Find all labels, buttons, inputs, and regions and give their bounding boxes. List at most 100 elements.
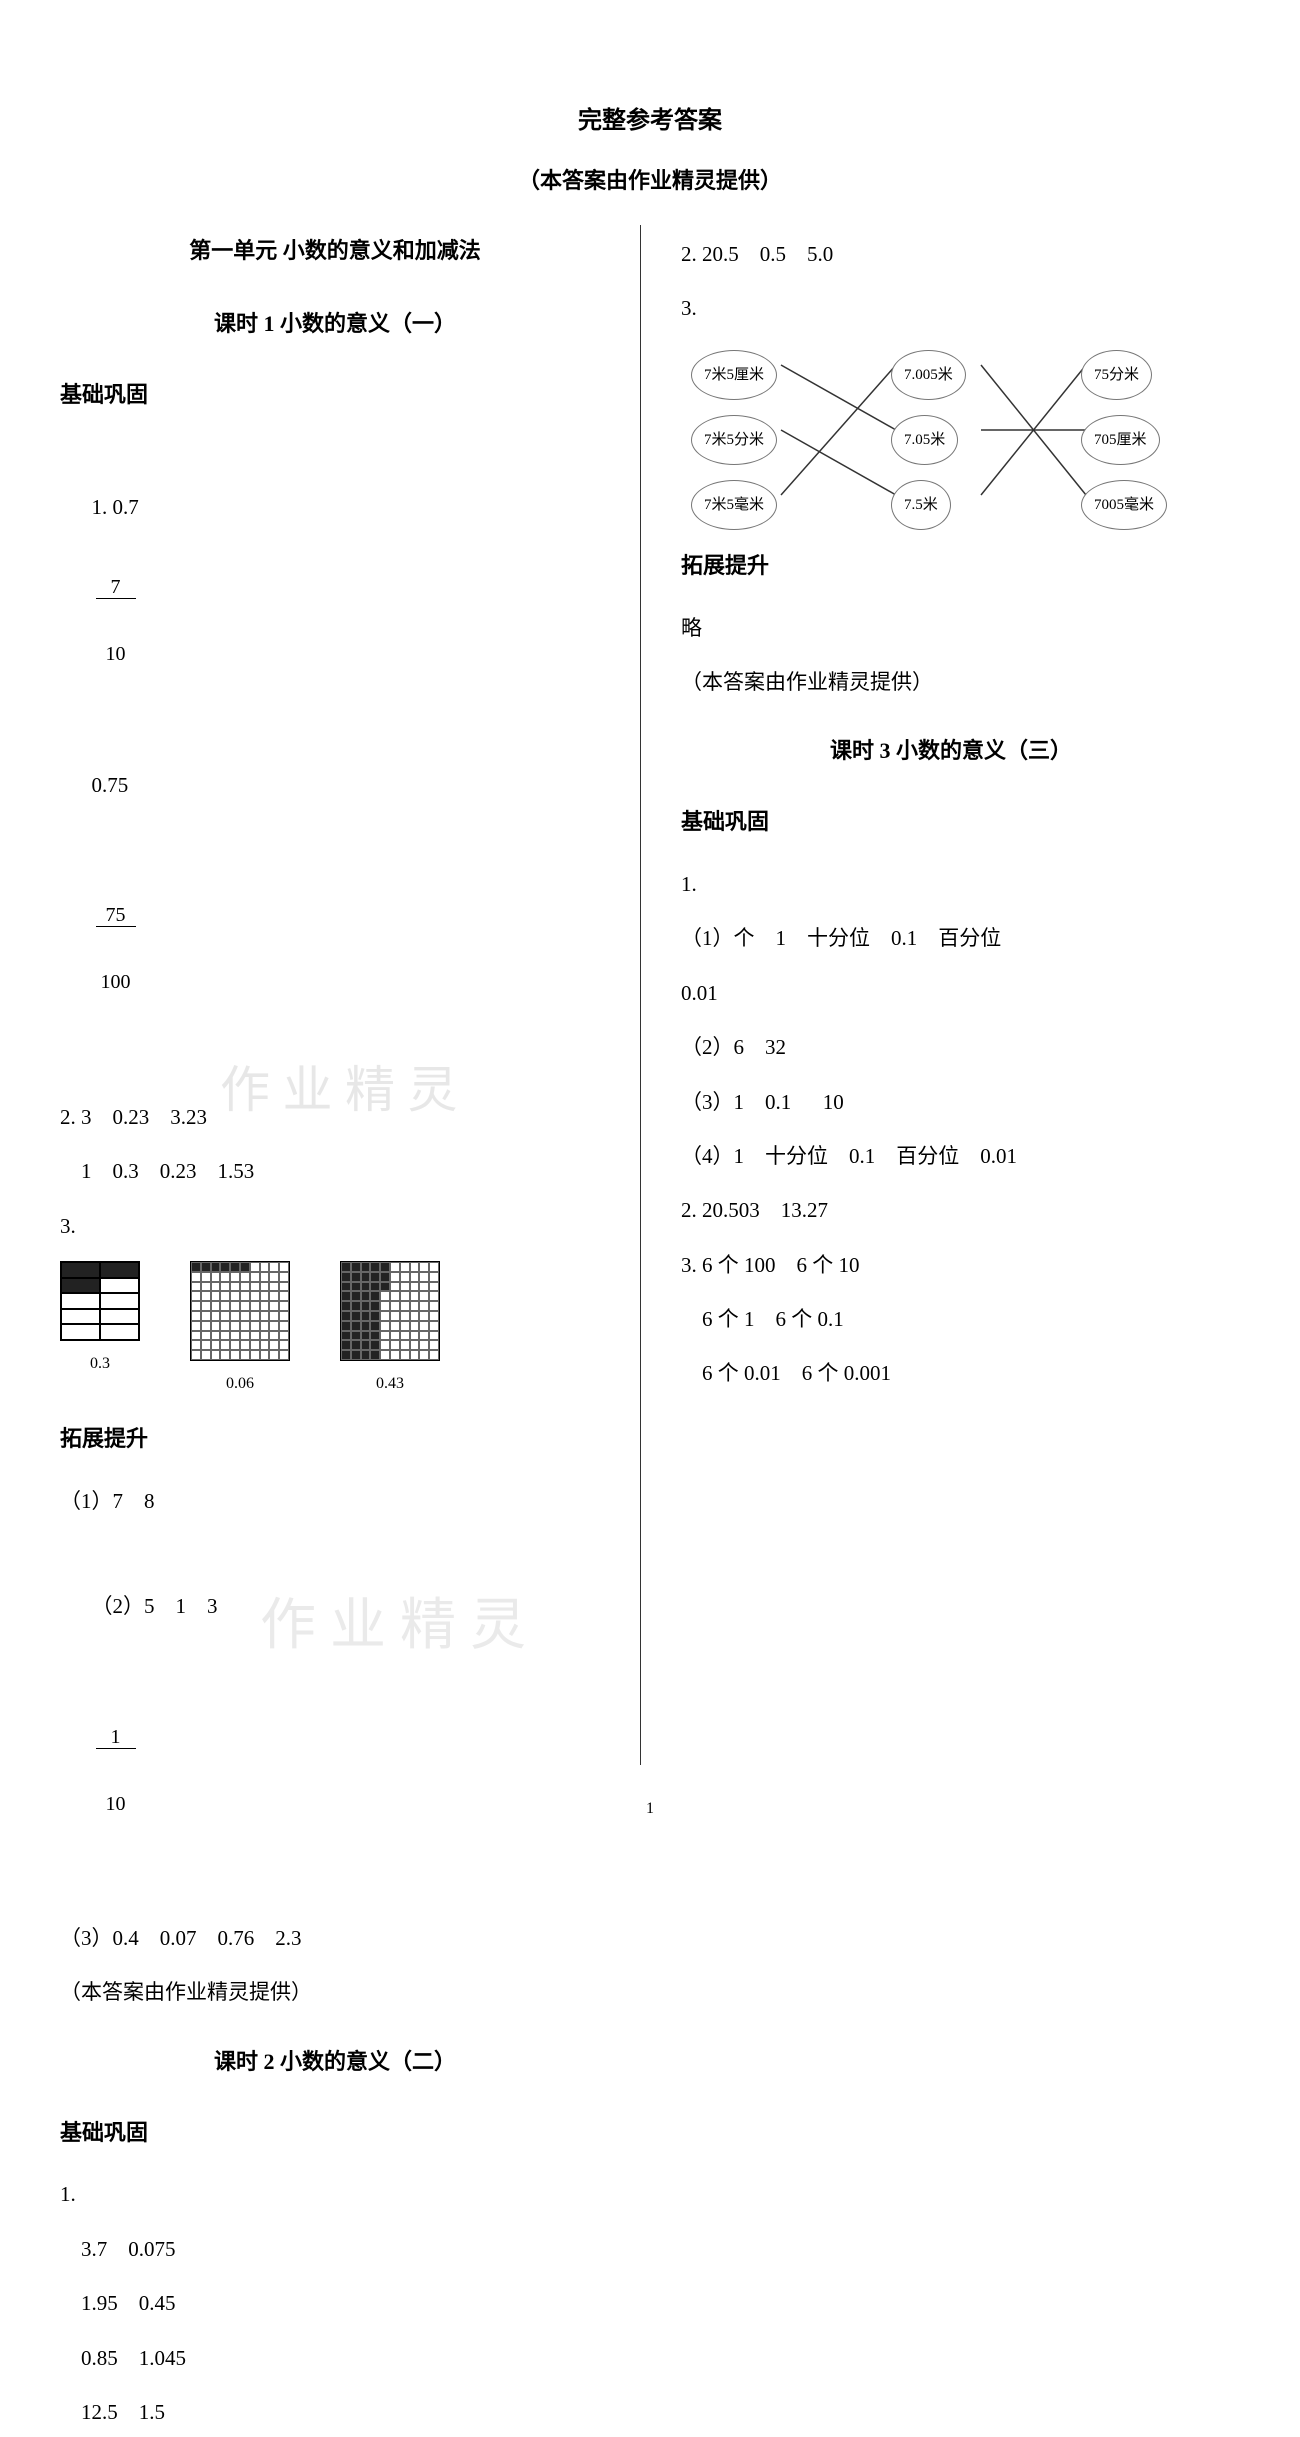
grid-cell <box>250 1301 260 1311</box>
grid-cell <box>100 1293 139 1309</box>
grid-cell <box>220 1340 230 1350</box>
basic-heading: 基础巩固 <box>60 369 610 422</box>
grid-cell <box>410 1350 420 1360</box>
basic-heading: 基础巩固 <box>681 796 1221 849</box>
grid-cell <box>361 1291 371 1301</box>
grid-label: 0.43 <box>340 1365 440 1403</box>
grid-cell <box>341 1282 351 1292</box>
lesson-3-title: 课时 3 小数的意义（三） <box>681 725 1221 778</box>
grid-cell <box>370 1272 380 1282</box>
grid-100 <box>190 1261 290 1361</box>
grid-cell <box>260 1321 270 1331</box>
grid-cell <box>191 1301 201 1311</box>
grid-cell <box>351 1301 361 1311</box>
answer-line: 3. <box>681 283 1221 333</box>
grid-cell <box>370 1350 380 1360</box>
grid-cell <box>211 1350 221 1360</box>
answer-line: （3）1 0.1 10 <box>681 1077 1221 1127</box>
answer-line: （2）6 32 <box>681 1022 1221 1072</box>
numerator: 75 <box>96 904 136 927</box>
grid-cell <box>201 1331 211 1341</box>
grid-cell <box>400 1340 410 1350</box>
grid-cell <box>250 1272 260 1282</box>
matching-node: 7.5米 <box>891 480 951 530</box>
grid-cell <box>220 1350 230 1360</box>
page-number: 1 <box>646 1800 654 1818</box>
grid-cell <box>191 1331 201 1341</box>
extension-heading: 拓展提升 <box>60 1413 610 1466</box>
grid-cell <box>429 1262 439 1272</box>
grid-cell <box>260 1291 270 1301</box>
grid-cell <box>211 1272 221 1282</box>
grid-cell <box>230 1350 240 1360</box>
numerator: 7 <box>96 576 136 599</box>
text <box>92 722 113 746</box>
grid-cell <box>361 1262 371 1272</box>
grid-cell <box>390 1291 400 1301</box>
grid-cell <box>279 1291 289 1301</box>
grid-cell <box>419 1350 429 1360</box>
grid-cell <box>351 1321 361 1331</box>
grid-cell <box>260 1340 270 1350</box>
answer-line: 1. 0.7 7 10 0.75 75 100 <box>60 431 610 1087</box>
grid-cell <box>390 1331 400 1341</box>
grid-cell <box>341 1311 351 1321</box>
grid-cell <box>380 1291 390 1301</box>
grid-cell <box>419 1291 429 1301</box>
grid-cell <box>230 1331 240 1341</box>
grid-cell <box>351 1282 361 1292</box>
grid-cell <box>191 1282 201 1292</box>
grid-cell <box>250 1282 260 1292</box>
grid-cell <box>269 1331 279 1341</box>
grid-cell <box>211 1282 221 1292</box>
grid-cell <box>419 1272 429 1282</box>
answer-line: 12.5 1.5 <box>60 2387 610 2437</box>
grid-cell <box>390 1321 400 1331</box>
answer-line: 1.95 0.45 <box>60 2278 610 2328</box>
grid-cell <box>220 1311 230 1321</box>
grid-cell <box>361 1340 371 1350</box>
grid-cell <box>390 1311 400 1321</box>
grid-cell <box>400 1331 410 1341</box>
grid-cell <box>410 1311 420 1321</box>
numerator: 1 <box>96 1726 136 1749</box>
grid-cell <box>230 1340 240 1350</box>
answer-line: （1）7 8 <box>60 1476 610 1526</box>
grid-cell <box>429 1291 439 1301</box>
grid-cell <box>429 1321 439 1331</box>
grid-cell <box>201 1321 211 1331</box>
grid-cell <box>410 1291 420 1301</box>
grid-cell <box>390 1262 400 1272</box>
grid-cell <box>191 1262 201 1272</box>
grid-cell <box>191 1291 201 1301</box>
matching-node: 7.05米 <box>891 415 958 465</box>
grid-cell <box>341 1272 351 1282</box>
grid-cell <box>410 1331 420 1341</box>
grid-cell <box>279 1272 289 1282</box>
credit-line: （本答案由作业精灵提供） <box>60 1967 610 2017</box>
matching-node: 7米5毫米 <box>691 480 777 530</box>
grid-cell <box>370 1311 380 1321</box>
grid-cell <box>269 1340 279 1350</box>
grid-cell <box>279 1282 289 1292</box>
grid-cell <box>269 1272 279 1282</box>
grid-cell <box>201 1282 211 1292</box>
grid-cell <box>61 1293 100 1309</box>
grid-cell <box>361 1301 371 1311</box>
grid-cell <box>279 1311 289 1321</box>
answer-line: 2. 20.5 0.5 5.0 <box>681 229 1221 279</box>
grid-cell <box>361 1311 371 1321</box>
grid-cell <box>220 1301 230 1311</box>
grid-cell <box>279 1331 289 1341</box>
grid-cell <box>191 1311 201 1321</box>
grid-cell <box>351 1331 361 1341</box>
grid-figures-row: 0.3 0.06 0.43 <box>60 1261 610 1403</box>
grid-cell <box>61 1309 100 1325</box>
grid-cell <box>361 1321 371 1331</box>
extension-heading: 拓展提升 <box>681 540 1221 593</box>
answer-line: 0.01 <box>681 968 1221 1018</box>
grid-cell <box>100 1324 139 1340</box>
fraction: 75 100 <box>96 860 136 1037</box>
grid-cell <box>201 1311 211 1321</box>
grid-cell <box>240 1311 250 1321</box>
